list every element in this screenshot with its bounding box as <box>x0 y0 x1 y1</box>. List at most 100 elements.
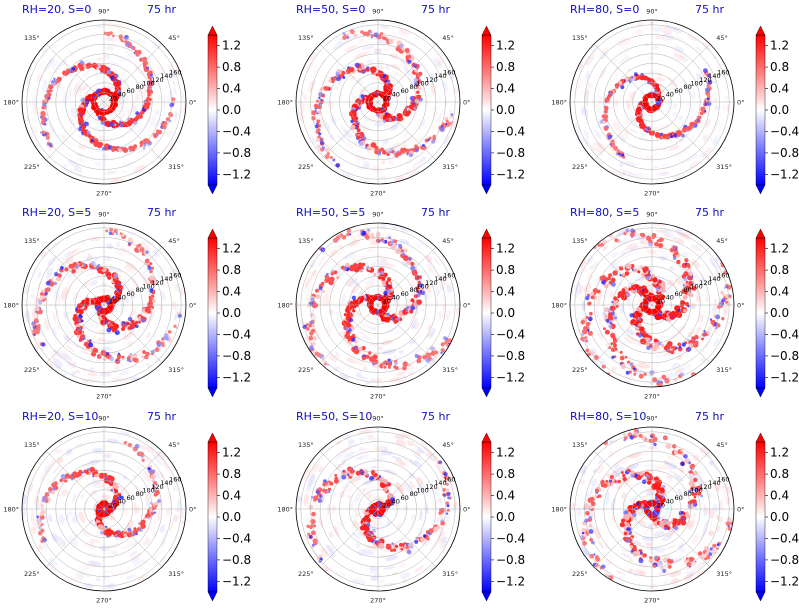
field-cell <box>375 378 382 383</box>
field-cell <box>682 294 688 300</box>
field-cell <box>174 111 179 120</box>
field-cell <box>413 348 422 355</box>
field-cell <box>697 313 704 324</box>
colorbar: 1.20.80.40.0−0.4−0.8−1.2 <box>755 25 799 195</box>
field-cell <box>583 268 589 273</box>
field-cell <box>140 523 146 529</box>
field-cell <box>71 66 76 71</box>
field-cell <box>630 228 635 233</box>
colorbar-extend-min <box>207 387 218 398</box>
field-cell <box>84 121 89 127</box>
field-cell <box>86 468 90 471</box>
field-cell <box>109 227 113 232</box>
field-cell <box>394 153 399 158</box>
field-cell <box>396 359 406 364</box>
field-cell <box>442 68 448 78</box>
field-cell <box>394 361 398 366</box>
field-cell <box>39 474 45 483</box>
field-cell <box>695 46 702 52</box>
field-cell <box>395 366 399 371</box>
field-cell <box>410 305 416 311</box>
field-cell <box>596 332 604 342</box>
field-cell <box>77 44 89 51</box>
panel-time-label: 75 hr <box>421 206 450 219</box>
field-cell <box>56 324 60 330</box>
field-cell <box>670 350 675 355</box>
field-cell <box>610 347 616 353</box>
angular-gridline <box>377 43 437 103</box>
field-cell <box>114 364 120 371</box>
field-cell <box>152 330 159 339</box>
field-cell <box>346 357 357 364</box>
field-cell <box>413 87 418 96</box>
angle-tick-label: 90° <box>98 415 110 423</box>
field-cell <box>35 88 40 98</box>
colorbar-tick-label: −0.4 <box>496 327 525 341</box>
field-cell <box>418 283 423 288</box>
colorbar-tick-label: 0.8 <box>222 263 241 277</box>
field-cell <box>589 43 600 54</box>
field-cell <box>105 229 109 233</box>
angular-gridline <box>651 43 711 103</box>
field-cell <box>381 160 386 165</box>
field-cell <box>150 73 154 77</box>
angle-tick-label: 135° <box>24 237 40 245</box>
field-cell <box>26 535 33 546</box>
field-cell <box>636 162 641 166</box>
field-cell <box>609 263 616 269</box>
field-cell <box>653 45 660 51</box>
colorbar-extend-max <box>207 432 218 443</box>
field-cell <box>604 307 610 312</box>
field-cell <box>53 42 62 50</box>
field-cell <box>305 292 311 305</box>
field-cell <box>133 292 137 298</box>
radial-tick-label: 20 <box>109 297 117 305</box>
field-cell <box>119 232 123 236</box>
field-cell <box>137 113 143 119</box>
field-cell <box>701 337 704 341</box>
field-cell <box>356 135 361 140</box>
field-cell <box>138 332 143 338</box>
field-cell <box>644 110 653 115</box>
field-cell <box>110 75 115 80</box>
field-cell <box>587 82 593 89</box>
field-cell <box>330 114 337 125</box>
field-cell <box>584 69 590 80</box>
field-cell <box>310 135 318 147</box>
field-cell <box>349 340 352 344</box>
panel-grid: 20 40 60 801001201401600°45°90°135°180°225°… <box>3 3 799 605</box>
field-cell <box>128 241 132 245</box>
field-cell <box>38 60 46 71</box>
field-cell <box>397 28 411 35</box>
field-cell <box>601 364 606 369</box>
field-cell <box>147 466 151 471</box>
colorbar-tick-label: 0.4 <box>496 285 515 299</box>
field-cell <box>705 118 711 129</box>
polar-panel: 20 40 60 801001201401600°45°90°135°180°225°… <box>551 3 799 198</box>
field-cell <box>369 326 378 331</box>
field-cell <box>153 511 157 514</box>
field-cell <box>690 304 695 309</box>
panel-title: RH=20, S=5 <box>22 206 91 219</box>
colorbar-tick-label: −0.4 <box>222 124 251 138</box>
angle-tick-label: 180° <box>277 99 293 107</box>
field-cell <box>398 243 402 248</box>
radial-tick-label: 40 <box>666 91 674 99</box>
field-cell <box>167 66 173 73</box>
field-cell <box>637 270 641 274</box>
field-cell <box>414 244 422 250</box>
field-cell <box>659 376 663 380</box>
field-cell <box>416 358 422 364</box>
field-cell <box>419 307 425 313</box>
field-cell <box>321 146 325 150</box>
field-cell <box>586 272 593 282</box>
field-cell <box>686 263 691 267</box>
field-cell <box>53 499 56 505</box>
field-cell <box>296 301 300 311</box>
field-cell <box>164 333 169 338</box>
field-cell <box>723 270 727 275</box>
field-cell <box>674 45 685 53</box>
field-cell <box>57 536 67 548</box>
radial-tick-label: 60 <box>127 290 135 298</box>
field-cell <box>621 288 626 292</box>
